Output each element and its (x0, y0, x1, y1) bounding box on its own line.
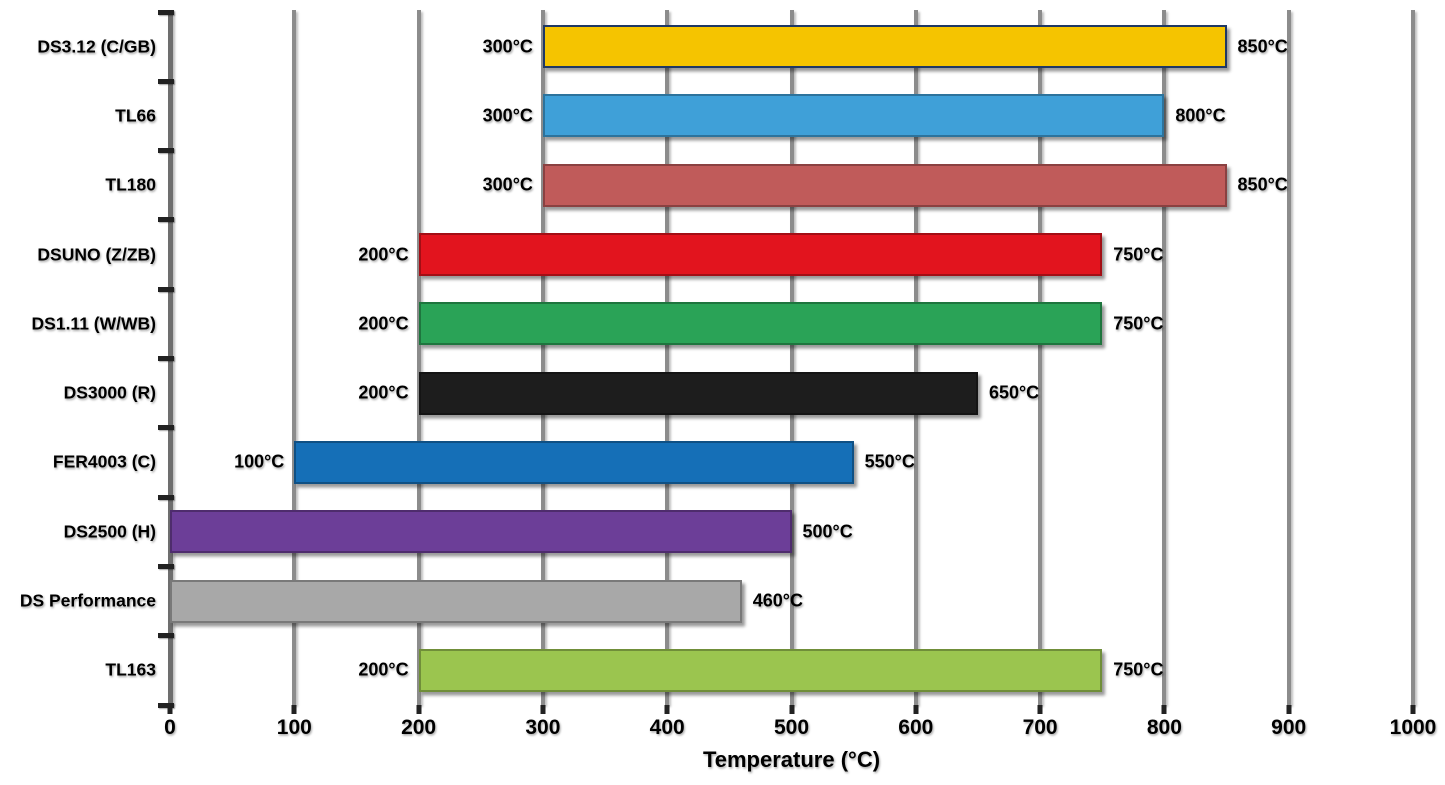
gridline-700 (1038, 10, 1043, 705)
x-tick-label-1000: 1000 (1389, 716, 1437, 739)
category-label: TL66 (115, 105, 156, 126)
x-tick-label-600: 600 (898, 716, 934, 739)
y-axis-tick-6 (158, 425, 174, 431)
category-label: DS1.11 (W/WB) (31, 313, 156, 334)
temperature-range-bar (418, 371, 978, 415)
x-tick-label-300: 300 (525, 716, 561, 739)
y-axis-tick-0 (158, 9, 174, 15)
gridline-800 (1162, 10, 1167, 705)
x-axis-tick-200 (416, 705, 422, 714)
category-label: DSUNO (Z/ZB) (37, 243, 156, 264)
x-tick-label-100: 100 (276, 716, 312, 739)
bar-max-temp-label: 800°C (1175, 105, 1226, 126)
temperature-range-bar (170, 579, 742, 623)
y-axis-tick-3 (158, 217, 174, 223)
category-label: DS2500 (H) (63, 521, 156, 542)
temperature-range-bar (542, 25, 1227, 69)
gridline-200 (416, 10, 421, 705)
bar-max-temp-label: 650°C (988, 382, 1040, 403)
y-axis-tick-2 (158, 148, 174, 154)
temperature-range-bar (170, 510, 792, 554)
x-axis-tick-700 (1037, 705, 1043, 714)
x-axis-tick-800 (1161, 705, 1167, 714)
x-axis-tick-0 (167, 705, 173, 714)
temperature-range-bar (418, 302, 1103, 346)
temperature-range-bar (418, 233, 1103, 277)
x-tick-label-800: 800 (1146, 716, 1182, 739)
x-axis-tick-100 (291, 705, 297, 714)
x-axis-tick-1000 (1410, 705, 1416, 714)
category-label: DS Performance (19, 590, 156, 611)
temperature-range-bar (542, 163, 1227, 207)
x-tick-label-400: 400 (649, 716, 685, 739)
category-label: FER4003 (C) (52, 451, 156, 472)
bar-max-temp-label: 850°C (1237, 174, 1288, 195)
gridline-100 (292, 10, 297, 705)
bar-min-temp-label: 200°C (358, 659, 409, 680)
y-axis-tick-9 (158, 633, 174, 639)
temperature-range-bar (294, 440, 854, 484)
bar-min-temp-label: 200°C (358, 382, 409, 403)
x-axis-tick-400 (664, 705, 670, 714)
x-tick-label-900: 900 (1271, 716, 1307, 739)
bar-max-temp-label: 750°C (1113, 313, 1164, 334)
bar-max-temp-label: 750°C (1113, 659, 1164, 680)
plot-area: 300°C 850°C 300°C 800°C 300°C 850°C 200°C 750°C… (158, 9, 1415, 708)
temperature-range-bar (418, 648, 1103, 692)
gridline-500 (789, 10, 794, 705)
y-axis-tick-1 (158, 78, 174, 84)
gridline-600 (913, 10, 918, 705)
x-axis-tick-600 (913, 705, 919, 714)
gridline-900 (1286, 10, 1291, 705)
y-axis-tick-10 (158, 702, 174, 708)
bar-max-temp-label: 750°C (1113, 244, 1164, 265)
gridline-1000 (1411, 10, 1415, 705)
x-axis-tick-300 (540, 705, 546, 714)
bar-max-temp-label: 500°C (802, 521, 853, 542)
bar-min-temp-label: 200°C (358, 244, 409, 265)
bar-min-temp-label: 100°C (234, 451, 285, 472)
bar-min-temp-label: 300°C (482, 36, 533, 57)
y-axis-tick-4 (158, 286, 174, 292)
gridline-400 (665, 10, 670, 705)
x-tick-label-700: 700 (1022, 716, 1058, 739)
bar-max-temp-label: 550°C (864, 451, 915, 472)
x-tick-label-200: 200 (401, 716, 437, 739)
category-label: DS3.12 (C/GB) (37, 36, 156, 57)
y-axis-tick-8 (158, 563, 174, 569)
bar-min-temp-label: 200°C (358, 313, 409, 334)
bar-min-temp-label: 300°C (482, 105, 533, 126)
x-axis-title: Temperature (°C) (702, 747, 881, 772)
gridline-300 (540, 10, 545, 705)
x-axis-tick-900 (1286, 705, 1292, 714)
bar-min-temp-label: 300°C (482, 174, 533, 195)
y-axis-tick-5 (158, 356, 174, 361)
bar-max-temp-label: 460°C (752, 590, 803, 611)
x-tick-label-500: 500 (773, 716, 810, 739)
temperature-range-bar (542, 94, 1165, 138)
y-axis-tick-7 (158, 494, 174, 500)
category-label: TL180 (105, 174, 156, 195)
bar-max-temp-label: 850°C (1237, 36, 1288, 57)
category-label: TL163 (105, 659, 156, 680)
x-axis-tick-500 (789, 705, 794, 714)
category-label: DS3000 (R) (63, 382, 156, 403)
x-tick-label-0: 0 (164, 716, 176, 739)
